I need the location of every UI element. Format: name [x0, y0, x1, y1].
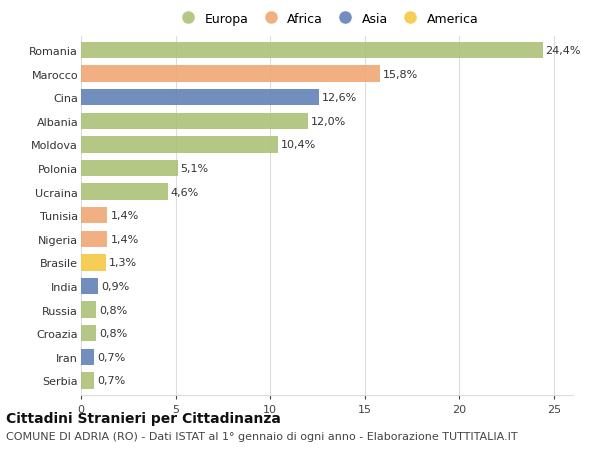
Text: 4,6%: 4,6% — [171, 187, 199, 197]
Text: 1,3%: 1,3% — [109, 258, 137, 268]
Bar — [81, 113, 308, 130]
Text: 0,7%: 0,7% — [97, 352, 125, 362]
Text: 0,9%: 0,9% — [101, 281, 129, 291]
Text: Cittadini Stranieri per Cittadinanza: Cittadini Stranieri per Cittadinanza — [6, 411, 281, 425]
Text: 10,4%: 10,4% — [281, 140, 316, 150]
Text: 0,8%: 0,8% — [99, 329, 127, 338]
Legend: Europa, Africa, Asia, America: Europa, Africa, Asia, America — [176, 12, 478, 26]
Text: 0,8%: 0,8% — [99, 305, 127, 315]
Text: 15,8%: 15,8% — [383, 69, 418, 79]
Bar — [81, 66, 380, 83]
Bar — [81, 184, 168, 201]
Bar — [81, 349, 94, 365]
Bar — [81, 231, 107, 247]
Bar — [81, 255, 106, 271]
Bar — [81, 372, 94, 389]
Bar — [81, 90, 319, 106]
Text: 24,4%: 24,4% — [545, 46, 581, 56]
Text: 0,7%: 0,7% — [97, 375, 125, 386]
Bar — [81, 207, 107, 224]
Text: 1,4%: 1,4% — [110, 211, 139, 221]
Bar — [81, 160, 178, 177]
Text: 12,6%: 12,6% — [322, 93, 358, 103]
Bar — [81, 325, 96, 342]
Text: COMUNE DI ADRIA (RO) - Dati ISTAT al 1° gennaio di ogni anno - Elaborazione TUTT: COMUNE DI ADRIA (RO) - Dati ISTAT al 1° … — [6, 431, 518, 442]
Bar — [81, 302, 96, 318]
Bar — [81, 278, 98, 295]
Text: 1,4%: 1,4% — [110, 234, 139, 244]
Bar — [81, 43, 543, 59]
Text: 12,0%: 12,0% — [311, 117, 346, 127]
Bar — [81, 137, 278, 153]
Text: 5,1%: 5,1% — [181, 163, 208, 174]
